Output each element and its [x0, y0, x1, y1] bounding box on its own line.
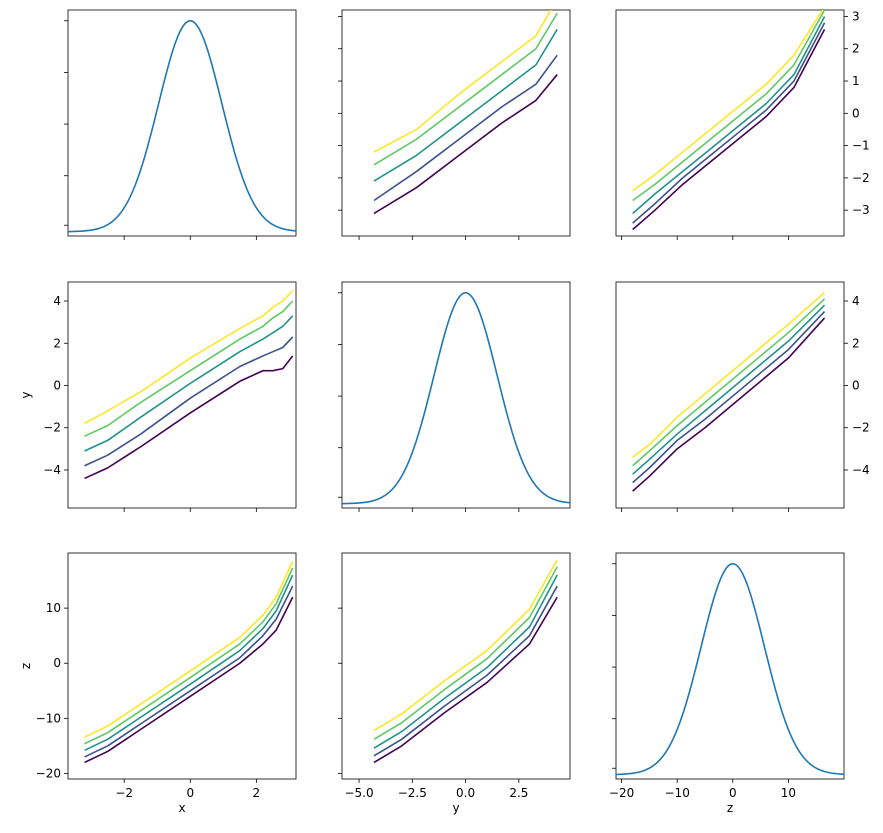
x-tick-label: −5.0 — [344, 786, 373, 800]
panel-2-1: −4 −2 0 2 4 y — [19, 281, 297, 512]
x-tick-label: 0.0 — [456, 786, 475, 800]
y-tick-label: 2 — [852, 42, 860, 56]
x-tick-label: 0 — [729, 786, 737, 800]
series-line-3 — [373, 574, 558, 749]
axes-frame — [67, 9, 297, 237]
axes-frame — [67, 552, 297, 780]
series-line-2 — [84, 585, 294, 758]
series-line-1 — [84, 596, 294, 764]
y-tick-label: 0 — [53, 378, 61, 392]
series-line-2 — [373, 54, 558, 202]
x-tick-label: −2.5 — [398, 786, 427, 800]
density-curve — [342, 291, 570, 505]
series-line-4 — [632, 10, 826, 202]
plot-area — [342, 291, 570, 505]
plot-area — [616, 562, 844, 776]
x-tick-label: 0 — [186, 786, 194, 800]
axes-frame — [615, 281, 845, 509]
axes-frame — [67, 281, 297, 509]
x-tick-label: 2.5 — [509, 786, 528, 800]
series-line-3 — [373, 28, 558, 182]
y-tick-label: 2 — [53, 336, 61, 350]
series-line-5 — [84, 289, 294, 425]
y-tick-label: −4 — [852, 463, 870, 477]
series-line-1 — [632, 317, 826, 492]
plot-area — [373, 10, 558, 215]
panel-3-2: −5.0 −2.5 0.0 2.5 y — [338, 552, 571, 815]
series-line-2 — [632, 311, 826, 484]
y-tick-label: −2 — [852, 421, 870, 435]
y-tick-label: −10 — [36, 711, 61, 725]
plot-area — [373, 559, 558, 764]
y-tick-label: 0 — [53, 656, 61, 670]
series-line-5 — [632, 291, 826, 458]
x-tick-label: −20 — [609, 786, 634, 800]
y-tick-label: −4 — [43, 463, 61, 477]
series-line-3 — [632, 304, 826, 475]
y-tick-label: 2 — [852, 336, 860, 350]
y-tick-label: 0 — [852, 106, 860, 120]
series-line-5 — [373, 10, 552, 153]
plot-area — [84, 289, 294, 480]
series-line-2 — [632, 22, 826, 224]
series-line-4 — [632, 298, 826, 467]
y-tick-label: 1 — [852, 74, 860, 88]
y-tick-label: 4 — [53, 294, 61, 308]
axes-frame — [615, 552, 845, 780]
series-line-3 — [84, 315, 294, 452]
series-line-3 — [84, 574, 294, 752]
series-line-4 — [373, 566, 558, 740]
y-tick-label: 0 — [852, 378, 860, 392]
series-line-3 — [632, 16, 826, 215]
y-tick-label: −20 — [36, 766, 61, 780]
series-line-5 — [84, 560, 294, 738]
panel-2-3: −4 −2 0 2 4 — [615, 281, 870, 512]
y-tick-label: 3 — [852, 9, 860, 23]
series-line-1 — [84, 355, 294, 480]
series-line-4 — [84, 300, 294, 437]
axes-frame — [615, 9, 845, 237]
panel-2-2 — [338, 281, 571, 512]
x-tick-label: −10 — [665, 786, 690, 800]
plot-area — [68, 19, 296, 233]
panel-3-3: −20 −10 0 10 z — [609, 552, 845, 815]
y-tick-label: 4 — [852, 294, 860, 308]
x-tick-label: −2 — [115, 786, 133, 800]
y-tick-label: −2 — [852, 171, 870, 185]
series-line-2 — [84, 336, 294, 467]
density-curve — [68, 19, 296, 233]
y-axis-label: z — [19, 663, 33, 669]
series-line-4 — [84, 567, 294, 745]
series-line-5 — [373, 559, 558, 732]
x-axis-label: z — [727, 801, 733, 815]
plot-area — [632, 10, 826, 231]
axes-frame — [341, 281, 571, 509]
panel-1-1 — [64, 9, 297, 240]
series-line-1 — [373, 74, 558, 215]
y-tick-label: −3 — [852, 203, 870, 217]
y-tick-label: −1 — [852, 139, 870, 153]
axes-frame — [341, 9, 571, 237]
x-tick-label: 10 — [781, 786, 796, 800]
series-line-1 — [632, 28, 826, 231]
y-axis-label: y — [19, 391, 33, 398]
x-axis-label: x — [178, 801, 185, 815]
x-tick-label: 2 — [253, 786, 261, 800]
x-axis-label: y — [452, 801, 459, 815]
series-line-5 — [632, 10, 824, 192]
series-line-1 — [373, 596, 558, 764]
plot-area — [84, 560, 294, 764]
series-line-4 — [373, 12, 558, 166]
y-tick-label: 10 — [46, 601, 61, 615]
series-line-2 — [373, 585, 558, 757]
panel-1-3: −3 −2 −1 0 1 2 3 — [615, 9, 870, 240]
axes-frame — [341, 552, 571, 780]
y-tick-label: −2 — [43, 421, 61, 435]
plot-area — [632, 291, 826, 492]
density-curve — [616, 562, 844, 776]
panel-1-2 — [338, 9, 571, 240]
